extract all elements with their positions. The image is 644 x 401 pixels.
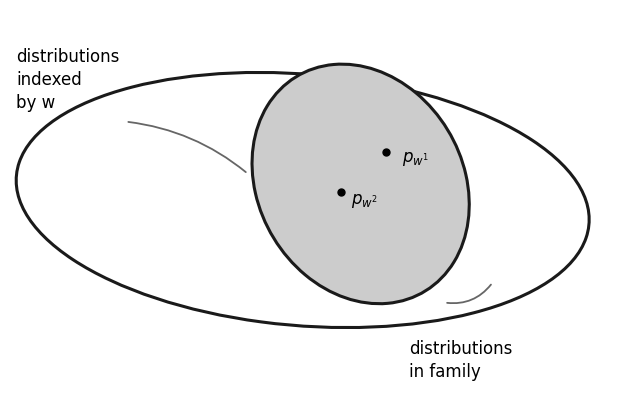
Text: distributions
indexed
by w: distributions indexed by w <box>16 48 120 112</box>
Text: $p_{w^1}$: $p_{w^1}$ <box>402 150 430 167</box>
Ellipse shape <box>16 73 589 328</box>
Text: $p_{w^2}$: $p_{w^2}$ <box>351 192 378 209</box>
Text: distributions
in family: distributions in family <box>409 339 513 380</box>
Ellipse shape <box>252 65 469 304</box>
